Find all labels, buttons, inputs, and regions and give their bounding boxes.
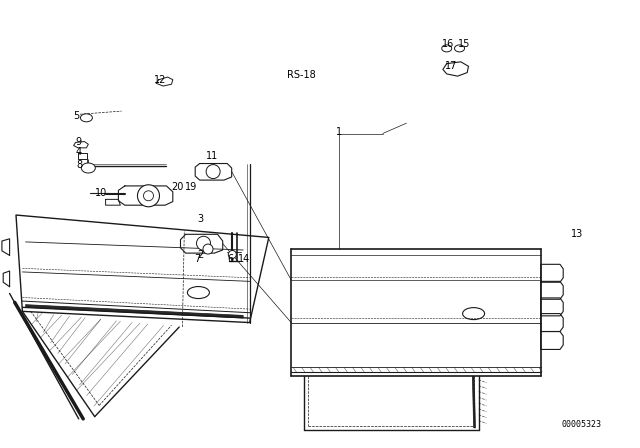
Text: 17: 17 xyxy=(445,61,457,71)
Text: 13: 13 xyxy=(571,229,583,239)
Text: 11: 11 xyxy=(206,151,218,161)
Text: 12: 12 xyxy=(154,75,166,85)
Text: 00005323: 00005323 xyxy=(562,420,602,429)
Text: 6: 6 xyxy=(227,254,234,264)
Text: 8: 8 xyxy=(77,160,83,170)
Ellipse shape xyxy=(454,45,465,52)
Text: 16: 16 xyxy=(442,39,454,49)
Text: 15: 15 xyxy=(458,39,470,49)
Circle shape xyxy=(196,236,211,250)
Ellipse shape xyxy=(81,114,92,122)
Text: 20: 20 xyxy=(172,182,184,192)
Circle shape xyxy=(143,191,154,201)
Text: 10: 10 xyxy=(95,188,107,198)
Text: 19: 19 xyxy=(185,182,197,192)
Text: 5: 5 xyxy=(74,112,80,121)
Text: RS-18: RS-18 xyxy=(287,70,316,80)
Text: 3: 3 xyxy=(197,214,204,224)
Circle shape xyxy=(228,250,236,258)
Text: 9: 9 xyxy=(76,138,82,147)
Ellipse shape xyxy=(442,45,452,52)
Circle shape xyxy=(206,164,220,179)
Circle shape xyxy=(138,185,159,207)
Text: 7: 7 xyxy=(195,254,201,264)
Text: 1: 1 xyxy=(336,127,342,137)
Ellipse shape xyxy=(81,163,95,173)
Circle shape xyxy=(203,244,213,254)
Text: 2: 2 xyxy=(197,250,204,260)
Text: 14: 14 xyxy=(238,254,250,264)
Text: 4: 4 xyxy=(76,147,82,157)
